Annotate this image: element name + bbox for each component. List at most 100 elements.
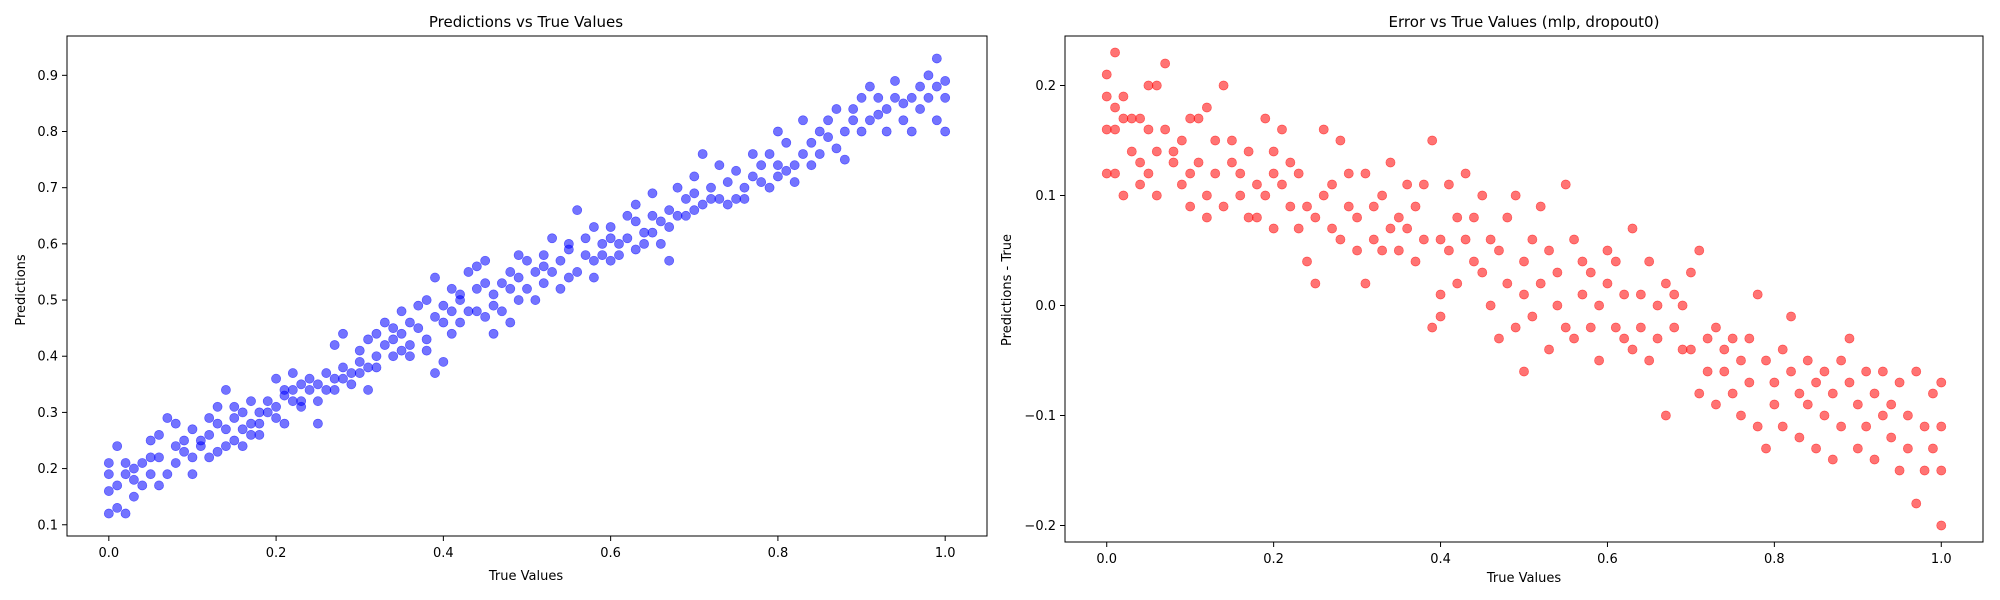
- data-point: [881, 126, 892, 137]
- data-point: [1719, 366, 1730, 377]
- data-point: [906, 126, 917, 137]
- data-point: [421, 295, 432, 305]
- x-tick-label: 1.0: [1931, 552, 1952, 567]
- data-point: [1936, 465, 1947, 476]
- data-point: [547, 233, 557, 244]
- data-point: [430, 311, 440, 322]
- data-point: [664, 205, 675, 216]
- data-point: [237, 441, 248, 452]
- data-point: [1744, 333, 1755, 344]
- data-point: [589, 255, 599, 266]
- data-point: [103, 469, 114, 480]
- data-point: [455, 317, 465, 328]
- data-point: [271, 373, 281, 384]
- data-point: [1193, 157, 1204, 168]
- data-point: [1811, 377, 1821, 388]
- data-point: [1193, 113, 1204, 124]
- data-point: [823, 115, 833, 126]
- data-point: [1928, 443, 1938, 454]
- data-point: [1836, 421, 1847, 432]
- data-point: [589, 222, 599, 232]
- data-point: [923, 70, 934, 81]
- data-point: [940, 126, 951, 137]
- data-point: [1844, 333, 1855, 344]
- data-point: [898, 115, 909, 126]
- data-point: [1635, 289, 1646, 300]
- data-point: [1469, 212, 1479, 223]
- x-tick-label: 0.0: [98, 546, 119, 561]
- data-point: [505, 267, 516, 277]
- data-point: [1402, 223, 1413, 234]
- data-point: [480, 311, 491, 322]
- data-point: [1360, 168, 1371, 179]
- data-point: [630, 216, 641, 227]
- data-point: [1610, 256, 1621, 267]
- data-point: [1135, 179, 1146, 190]
- data-point: [672, 210, 683, 221]
- data-point: [873, 92, 884, 103]
- data-point: [605, 233, 616, 244]
- data-point: [1210, 135, 1221, 146]
- data-point: [614, 250, 624, 260]
- data-point: [321, 368, 332, 378]
- data-point: [1610, 322, 1621, 333]
- chart-title: Predictions vs True Values: [429, 13, 623, 31]
- data-point: [1719, 344, 1730, 355]
- data-point: [1510, 190, 1521, 201]
- data-point: [1185, 168, 1196, 179]
- y-tick-label: 0.3: [37, 406, 58, 421]
- data-point: [179, 435, 189, 446]
- data-point: [1594, 300, 1605, 311]
- data-point: [1385, 157, 1396, 168]
- data-point: [1393, 212, 1404, 223]
- data-point: [438, 300, 449, 311]
- data-point: [421, 334, 432, 345]
- data-point: [129, 474, 139, 485]
- data-point: [1410, 256, 1421, 267]
- data-point: [363, 385, 373, 395]
- data-point: [630, 244, 641, 255]
- data-point: [856, 126, 867, 137]
- data-point: [1260, 190, 1271, 201]
- data-point: [1135, 113, 1146, 124]
- data-point: [1769, 377, 1780, 388]
- data-point: [1811, 443, 1821, 454]
- data-point: [1143, 80, 1154, 91]
- data-point: [814, 149, 825, 159]
- data-point: [371, 362, 382, 373]
- data-point: [739, 194, 750, 204]
- data-point: [1368, 201, 1379, 212]
- data-point: [488, 300, 499, 311]
- data-point: [1327, 179, 1337, 190]
- data-point: [655, 238, 666, 249]
- data-point: [1101, 168, 1112, 179]
- data-point: [1544, 245, 1554, 256]
- data-point: [597, 238, 608, 249]
- data-point: [1452, 278, 1463, 289]
- data-point: [1886, 399, 1897, 410]
- data-point: [229, 413, 240, 423]
- data-point: [304, 385, 315, 395]
- data-point: [1343, 168, 1354, 179]
- data-point: [212, 418, 223, 429]
- data-point: [1427, 135, 1438, 146]
- data-point: [1519, 366, 1529, 377]
- data-point: [1460, 234, 1471, 245]
- data-point: [781, 137, 792, 148]
- data-point: [1201, 190, 1212, 201]
- data-point: [262, 396, 273, 407]
- data-point: [563, 238, 574, 249]
- data-point: [1802, 399, 1813, 410]
- data-point: [1494, 333, 1504, 344]
- data-point: [254, 429, 265, 440]
- data-point: [1794, 432, 1805, 443]
- data-point: [1786, 311, 1796, 322]
- data-point: [471, 306, 482, 317]
- data-point: [538, 278, 549, 289]
- data-point: [1769, 399, 1780, 410]
- data-point: [204, 452, 215, 463]
- data-point: [354, 345, 365, 356]
- data-point: [279, 418, 290, 429]
- data-point: [1218, 201, 1229, 212]
